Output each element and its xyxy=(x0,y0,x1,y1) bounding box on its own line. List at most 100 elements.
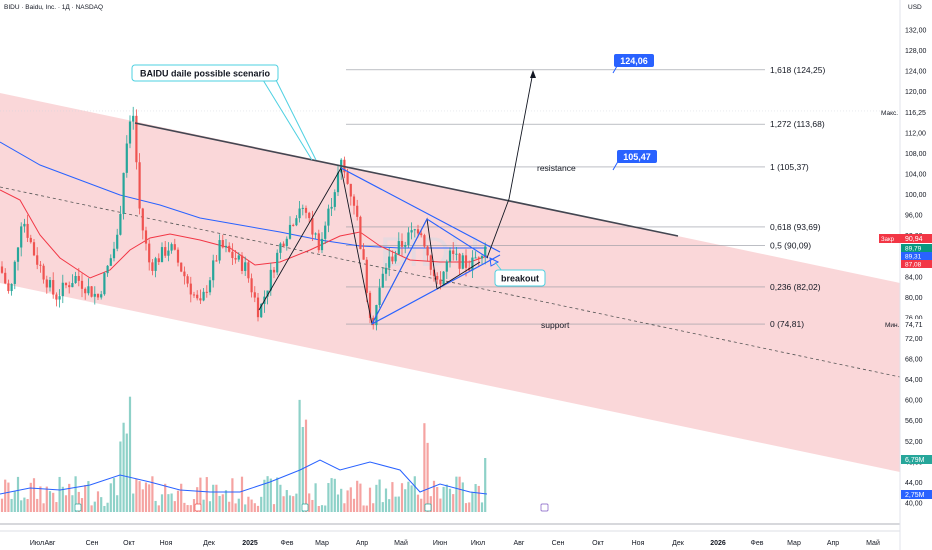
candle-body xyxy=(103,273,106,295)
candle-body xyxy=(240,255,244,271)
candle-body xyxy=(173,244,176,250)
currency-label: USD xyxy=(908,4,922,11)
breakout-callout[interactable] xyxy=(494,269,546,287)
candle-body xyxy=(394,254,397,262)
candle-body xyxy=(224,245,228,248)
candle-body xyxy=(74,275,77,284)
volume-bar xyxy=(196,487,199,512)
volume-bar xyxy=(356,480,359,512)
candle-body xyxy=(381,273,384,288)
volume-bar xyxy=(77,491,80,512)
time-tick-label: Дек xyxy=(672,540,685,547)
volume-bar xyxy=(266,476,269,512)
volume-bar xyxy=(84,485,87,512)
candle-body xyxy=(423,235,426,247)
candle-body xyxy=(29,237,32,243)
candle-body xyxy=(471,257,474,271)
volume-bar xyxy=(298,399,301,512)
volume-bar xyxy=(400,483,404,512)
volume-bar xyxy=(135,478,138,512)
target-high-badge[interactable] xyxy=(614,54,654,67)
time-tick-label: Апр xyxy=(356,540,368,547)
fib-label: 0,618 (93,69) xyxy=(770,222,821,232)
candle-body xyxy=(10,283,13,292)
volume-bar xyxy=(144,482,148,512)
volume-bar xyxy=(247,496,250,512)
candle-body xyxy=(426,246,429,256)
candle-body xyxy=(404,245,407,247)
volume-bar xyxy=(474,484,477,512)
support-label: support xyxy=(541,320,570,330)
target-mid-badge[interactable] xyxy=(617,150,657,163)
volume-bar xyxy=(180,483,183,512)
volume-bar xyxy=(0,498,4,512)
candle-body xyxy=(234,258,237,260)
triangle-upper-line[interactable] xyxy=(340,167,501,253)
volume-bar xyxy=(231,478,234,512)
time-axis[interactable]: Июл Авг Сен Окт Ноя Дек 2025 Фев Мар Апр Май Июн Июл… xyxy=(30,539,880,547)
time-tick-label: Авг xyxy=(45,540,56,547)
candle-body xyxy=(410,230,413,233)
volume-tag-1 xyxy=(901,455,932,464)
candle-body xyxy=(474,257,477,259)
volume-bar xyxy=(378,479,381,512)
volume-bar xyxy=(407,481,410,512)
volume-bar xyxy=(157,505,160,512)
volume-bar xyxy=(282,496,285,512)
volume-bar xyxy=(141,489,144,512)
price-tick-label: 112,00 xyxy=(905,130,926,137)
last-price-tag xyxy=(901,234,932,243)
volume-bar xyxy=(349,487,352,512)
volume-bar xyxy=(68,483,71,512)
candle-body xyxy=(202,291,205,301)
candle-body xyxy=(52,280,55,295)
candle-body xyxy=(480,256,484,259)
volume-bar xyxy=(29,482,32,512)
candle-body xyxy=(292,224,295,226)
volume-tag-2 xyxy=(901,490,932,499)
triangle-inner-line xyxy=(371,218,489,325)
volume-bar xyxy=(330,478,333,512)
volume-bar xyxy=(122,422,125,512)
volume-bar xyxy=(212,484,215,512)
candle-body xyxy=(388,256,391,268)
candle-body xyxy=(23,223,26,227)
time-tick-label: Сен xyxy=(86,540,99,547)
volume-bar xyxy=(445,484,448,512)
volume-bar xyxy=(384,488,388,512)
candle-body xyxy=(208,280,212,293)
volume-bar xyxy=(199,477,202,512)
volume-bar xyxy=(80,498,84,512)
candle-body xyxy=(106,265,109,274)
volume-bar xyxy=(372,503,375,512)
last-price-value: 90,94 xyxy=(905,236,923,243)
candle-body xyxy=(272,269,276,273)
volume-bar xyxy=(7,482,10,512)
volume-bar xyxy=(352,498,356,512)
time-tick-label: Дек xyxy=(203,540,216,547)
volume-bar xyxy=(96,491,100,512)
volume-bar xyxy=(272,504,276,512)
volume-bar xyxy=(23,497,26,512)
scenario-title: BAIDU daile possible scenario xyxy=(140,69,271,79)
price-tick-label: 124,00 xyxy=(905,69,927,76)
fibonacci-levels: 1,618 (124,25) 1,272 (113,68) 1 (105,37) 0,… xyxy=(346,65,825,329)
volume-bar xyxy=(413,476,416,512)
candle-body xyxy=(304,207,308,213)
triangle-lower-line[interactable] xyxy=(371,254,501,325)
candle-body xyxy=(455,253,458,255)
fib-label: 0,236 (82,02) xyxy=(770,282,821,292)
candle-body xyxy=(116,234,119,249)
candle-body xyxy=(317,233,320,251)
time-tick-label: Фев xyxy=(751,540,764,547)
breakout-label: breakout xyxy=(501,274,539,284)
resistance-trendline[interactable] xyxy=(134,122,679,237)
candle-body xyxy=(256,297,260,318)
tag-value-1: 89,79 xyxy=(905,246,922,253)
candle-body xyxy=(55,294,58,300)
volume-bar xyxy=(218,495,221,512)
candle-body xyxy=(77,275,80,281)
candle-body xyxy=(160,247,164,263)
scenario-callout[interactable] xyxy=(131,64,279,82)
